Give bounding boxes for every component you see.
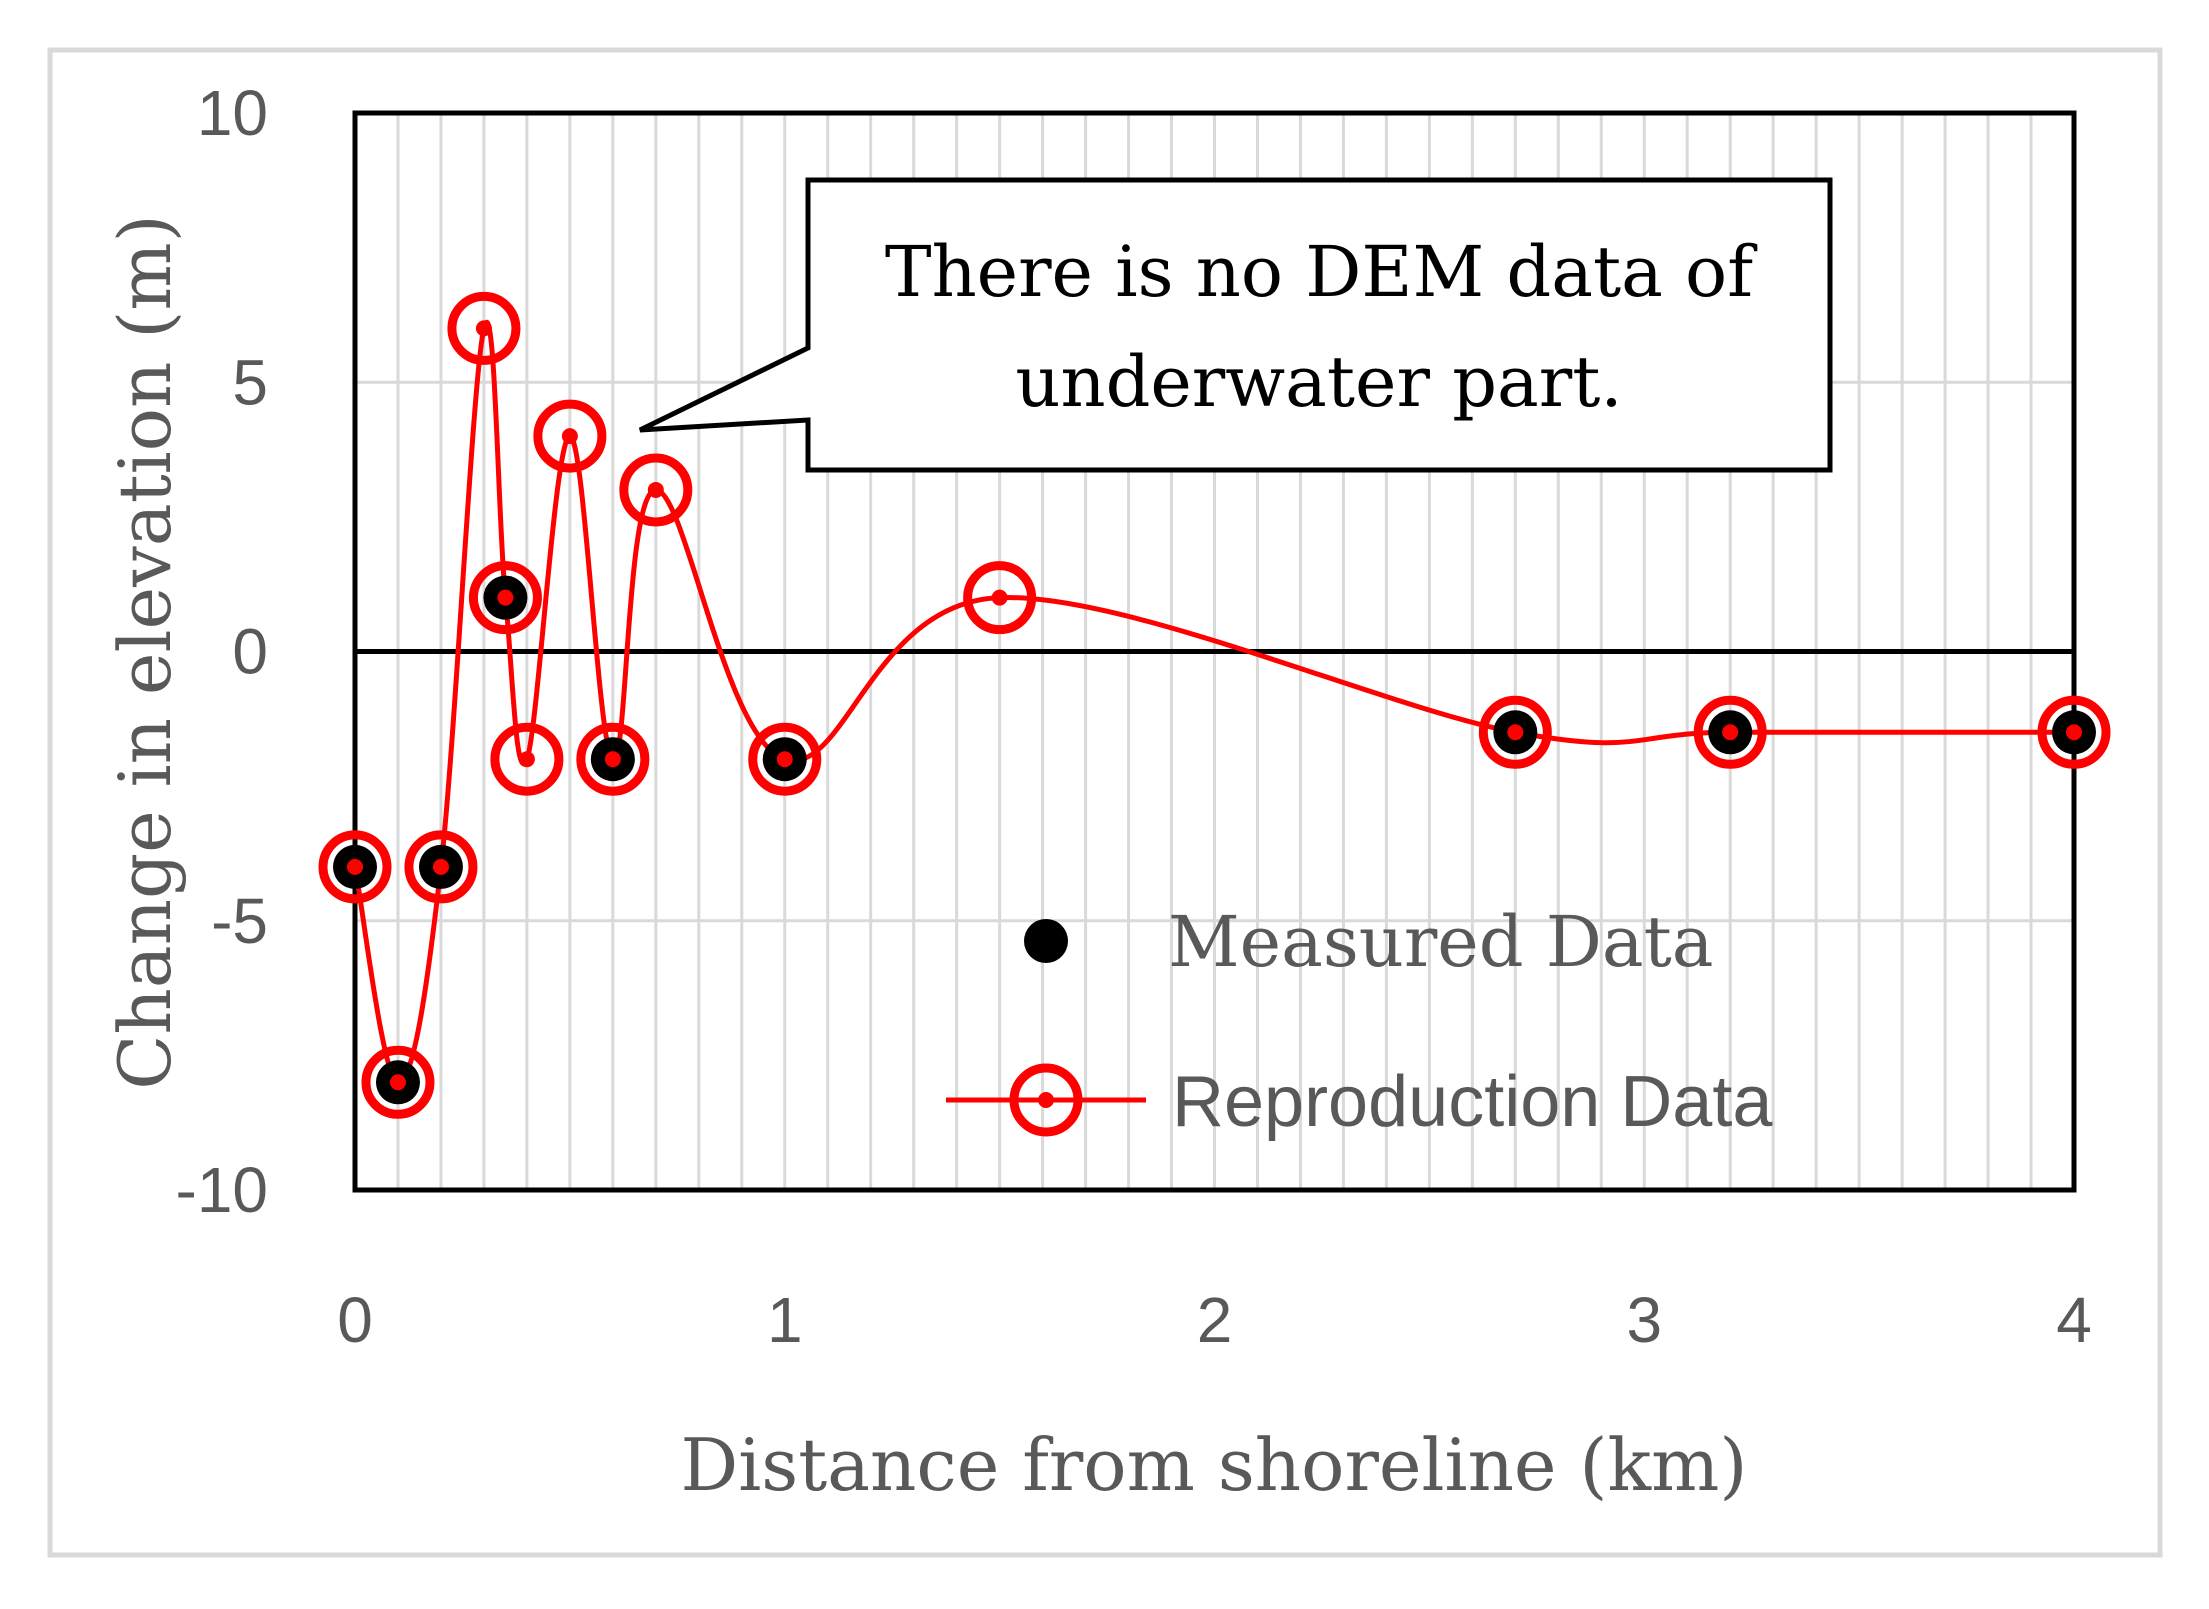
x-axis-title: Distance from shoreline (km) bbox=[680, 1423, 1747, 1507]
reproduction-marker bbox=[404, 830, 478, 904]
reproduction-marker-dot bbox=[347, 858, 363, 875]
reproduction-line bbox=[352, 319, 2074, 1085]
y-axis-ticks: 10 5 0 -5 -10 bbox=[176, 77, 269, 1226]
y-tick-label: 0 bbox=[232, 616, 268, 688]
x-tick-label: 1 bbox=[767, 1284, 803, 1356]
legend-reproduction-marker bbox=[1009, 1063, 1083, 1137]
legend-measured-marker bbox=[1024, 919, 1068, 963]
reproduction-marker-dot bbox=[776, 751, 793, 768]
reproduction-marker bbox=[1693, 695, 1767, 769]
reproduction-marker-dot bbox=[604, 751, 621, 768]
reproduction-marker bbox=[361, 1045, 435, 1119]
y-tick-label: 5 bbox=[232, 346, 268, 418]
callout-line-2: underwater part. bbox=[1015, 341, 1622, 423]
reproduction-marker-dot bbox=[561, 428, 578, 445]
reproduction-marker bbox=[447, 291, 521, 365]
callout-box bbox=[638, 177, 1833, 473]
x-axis-ticks: 0 1 2 3 4 bbox=[337, 1284, 2092, 1356]
reproduction-marker-dot bbox=[497, 589, 514, 606]
reproduction-marker-dot bbox=[991, 589, 1008, 606]
reproduction-marker bbox=[2037, 695, 2111, 769]
y-tick-label: 10 bbox=[197, 77, 268, 149]
reproduction-marker-dot bbox=[475, 320, 492, 337]
legend: Measured Data Reproduction Data bbox=[946, 901, 1773, 1142]
x-tick-label: 2 bbox=[1197, 1284, 1233, 1356]
y-axis-title: Change in elevation (m) bbox=[103, 214, 187, 1090]
callout-line-1: There is no DEM data of bbox=[885, 231, 1758, 313]
y-tick-label: -5 bbox=[211, 885, 268, 957]
reproduction-marker-dot bbox=[389, 1074, 406, 1091]
reproduction-marker bbox=[490, 722, 564, 796]
reproduction-marker bbox=[468, 561, 542, 635]
legend-measured-label: Measured Data bbox=[1168, 901, 1714, 983]
legend-reproduction-label: Reproduction Data bbox=[1172, 1062, 1773, 1142]
y-tick-label: -10 bbox=[176, 1154, 269, 1226]
x-tick-label: 0 bbox=[337, 1284, 373, 1356]
reproduction-marker bbox=[318, 830, 392, 904]
reproduction-marker bbox=[576, 722, 650, 796]
reproduction-marker-dot bbox=[647, 481, 664, 498]
reproduction-marker-dot bbox=[1722, 724, 1739, 741]
reproduction-marker bbox=[1478, 695, 1552, 769]
reproduction-marker-dot bbox=[518, 751, 535, 768]
reproduction-marker bbox=[533, 399, 607, 473]
callout: There is no DEM data of underwater part. bbox=[638, 177, 1833, 473]
reproduction-marker bbox=[963, 561, 1037, 635]
reproduction-marker bbox=[748, 722, 822, 796]
reproduction-marker-dot bbox=[432, 858, 449, 875]
x-tick-label: 4 bbox=[2056, 1284, 2092, 1356]
reproduction-marker bbox=[619, 453, 693, 527]
legend-reproduction-dot bbox=[1038, 1092, 1054, 1108]
reproduction-marker-dot bbox=[2066, 724, 2082, 741]
reproduction-marker-dot bbox=[1507, 724, 1524, 741]
series bbox=[318, 291, 2111, 1119]
x-tick-label: 3 bbox=[1626, 1284, 1662, 1356]
